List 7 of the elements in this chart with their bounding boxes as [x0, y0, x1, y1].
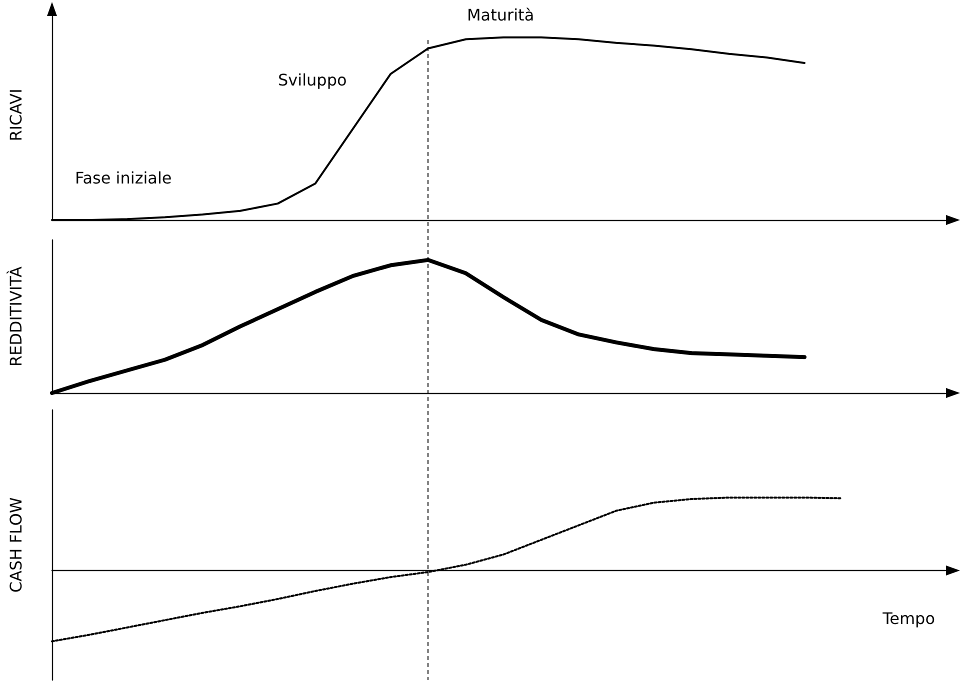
y-axis-title: RICAVI: [6, 88, 26, 142]
annotation: Sviluppo: [278, 70, 347, 90]
y-axis-title: CASH FLOW: [6, 497, 26, 593]
annotation: Fase iniziale: [75, 168, 172, 188]
y-axis-title: REDDITIVITÀ: [6, 266, 26, 367]
text: Maturità: [467, 6, 534, 24]
x-axis-title: Tempo: [882, 609, 935, 628]
